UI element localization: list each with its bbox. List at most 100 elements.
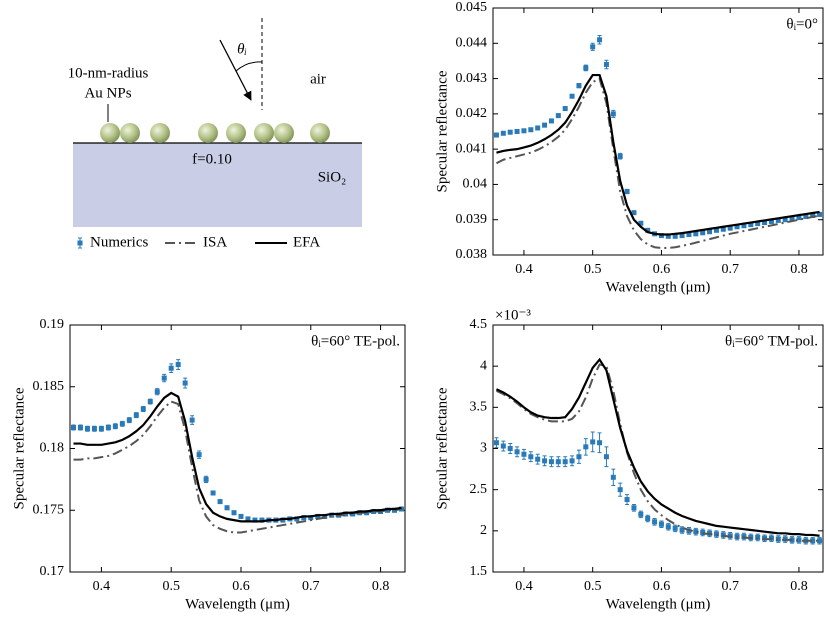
axis-multiplier: ×10⁻³: [495, 307, 531, 323]
data-point: [789, 216, 795, 222]
y-tick-label: 0.044: [456, 36, 488, 51]
data-point: [665, 233, 671, 239]
x-tick-label: 0.5: [162, 579, 180, 594]
data-point: [315, 513, 321, 519]
data-point: [603, 454, 609, 460]
data-point: [679, 233, 685, 239]
data-point: [392, 507, 398, 513]
data-point: [672, 233, 678, 239]
series-line: [496, 73, 820, 236]
data-point: [590, 439, 596, 445]
data-point: [645, 515, 651, 521]
data-point: [583, 65, 589, 71]
x-tick-label: 0.5: [584, 579, 602, 594]
data-point: [196, 452, 202, 458]
data-point: [686, 232, 692, 238]
np-label: Au NPs: [84, 85, 131, 101]
data-point: [535, 456, 541, 462]
y-tick-label: 0.038: [456, 247, 488, 262]
data-point: [610, 474, 616, 480]
data-point: [597, 440, 603, 446]
x-axis-title: Wavelength (μm): [606, 279, 711, 295]
data-point: [507, 446, 513, 451]
data-point: [140, 406, 146, 412]
data-point: [638, 511, 644, 517]
y-tick-label: 0.045: [456, 0, 488, 15]
data-point: [796, 537, 802, 543]
y-tick-label: 0.043: [456, 71, 488, 86]
x-tick-label: 0.4: [93, 579, 111, 594]
data-point: [133, 412, 139, 418]
x-tick-label: 0.4: [515, 262, 533, 277]
plot-data: [493, 357, 823, 545]
data-point: [631, 210, 637, 216]
data-point: [175, 362, 181, 368]
data-point: [542, 122, 548, 128]
x-axis-title: Wavelength (μm): [185, 596, 290, 612]
nanoparticles: [100, 123, 330, 143]
data-point: [741, 223, 747, 229]
data-point: [603, 61, 609, 67]
data-point: [493, 132, 499, 138]
data-point: [782, 217, 788, 223]
data-point: [713, 531, 719, 537]
y-tick-label: 1.5: [470, 564, 488, 579]
data-point: [679, 527, 685, 533]
data-point: [535, 125, 541, 131]
data-point: [576, 83, 582, 89]
data-point: [493, 440, 499, 446]
plot-area: [493, 8, 823, 255]
data-point: [583, 444, 589, 450]
data-point: [576, 454, 582, 460]
data-point: [70, 425, 76, 431]
y-tick-label: 0.185: [33, 379, 65, 394]
axes-box: [69, 324, 406, 573]
y-tick-label: 0.17: [40, 564, 65, 579]
series-line: [495, 77, 820, 249]
data-point: [385, 507, 391, 513]
np-label: 10-nm-radius: [68, 65, 149, 81]
data-point: [775, 217, 781, 223]
data-point: [528, 454, 534, 460]
data-point: [245, 516, 251, 522]
x-tick-label: 0.5: [584, 262, 602, 277]
data-point: [610, 111, 616, 117]
data-point: [803, 214, 809, 220]
data-point: [259, 517, 265, 523]
data-point: [810, 538, 816, 544]
data-point: [693, 231, 699, 237]
data-point: [154, 389, 160, 395]
axes-box: [492, 7, 824, 256]
schematic: 10-nm-radius Au NPs θᵢ air f=0.10 SiO₂: [68, 18, 362, 227]
data-point: [238, 513, 244, 519]
x-tick-label: 0.6: [232, 579, 250, 594]
data-point: [555, 459, 561, 465]
data-point: [665, 524, 671, 530]
series-line: [495, 357, 820, 537]
x-tick-label: 0.6: [653, 579, 671, 594]
data-point: [548, 118, 554, 124]
y-axis-title: Specular reflectance: [11, 387, 27, 509]
data-point: [514, 449, 520, 455]
medium-label: air: [310, 71, 326, 87]
data-point: [720, 226, 726, 232]
data-point: [658, 521, 664, 527]
data-point: [727, 225, 733, 231]
annotation: θᵢ=60° TM-pol.: [725, 333, 818, 349]
data-point: [562, 106, 568, 112]
x-axis-title: Wavelength (μm): [606, 596, 711, 612]
data-point: [624, 497, 630, 503]
data-point: [521, 451, 527, 457]
data-point: [617, 153, 623, 159]
fill-fraction: f=0.10: [192, 151, 232, 167]
incident-arrow: [219, 39, 252, 101]
chart: 0.4 0.5 0.6 0.7 0.8 0.17 0.175 0.18 0.185 0.19 Wav…: [11, 317, 406, 612]
data-point: [569, 458, 575, 464]
data-point: [308, 515, 314, 521]
x-tick-label: 0.8: [790, 262, 808, 277]
data-point: [350, 511, 356, 517]
x-tick-label: 0.8: [790, 579, 808, 594]
x-tick-label: 0.6: [653, 262, 671, 277]
data-point: [91, 426, 97, 432]
data-point: [755, 221, 761, 227]
